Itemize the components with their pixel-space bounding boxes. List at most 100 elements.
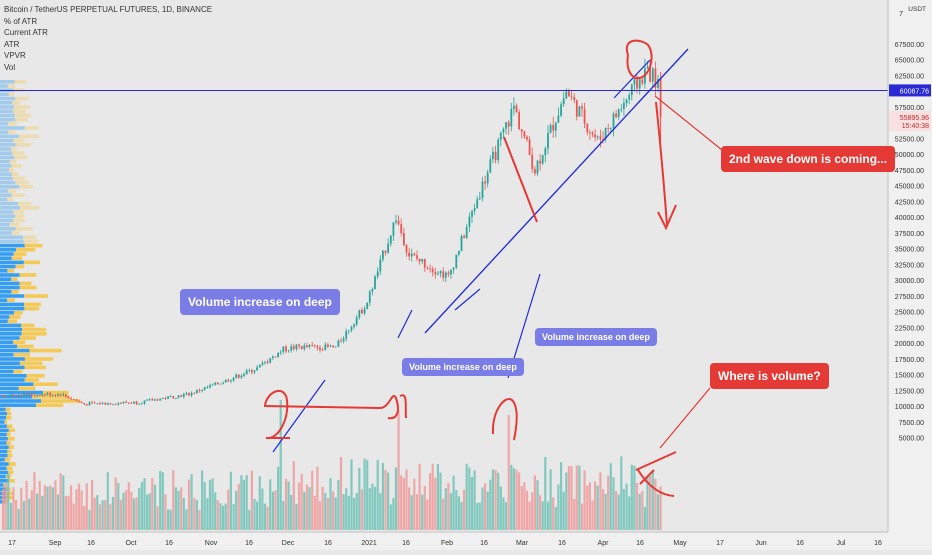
volume-profile-bar — [15, 117, 28, 122]
volume-profile-bar — [0, 399, 42, 403]
volume-profile-bar — [0, 243, 25, 248]
candle-body — [379, 259, 382, 272]
volume-bar — [465, 463, 468, 530]
candle-body — [458, 250, 460, 255]
price-tick-label: 17500.00 — [895, 357, 924, 364]
volume-profile-bar — [0, 256, 12, 260]
volume-bar — [649, 475, 652, 530]
candle-body — [20, 395, 23, 397]
volume-profile-bar — [7, 84, 16, 88]
time-tick-label: 16 — [558, 540, 566, 547]
candle-body — [196, 390, 198, 394]
volume-profile-bar — [7, 319, 18, 323]
volume-profile-bar — [0, 420, 5, 424]
volume-profile-bar — [10, 147, 17, 151]
volume-profile-bar — [13, 252, 27, 256]
volume-profile-bar — [18, 134, 39, 139]
volume-bar — [329, 478, 332, 530]
blue-arrow — [454, 288, 481, 311]
volume-bar — [560, 462, 563, 530]
candle-body — [85, 404, 88, 406]
legend-indicator-vol[interactable]: Vol — [4, 62, 16, 72]
candle-body — [374, 276, 376, 290]
volume-bar — [394, 467, 398, 530]
volume-profile-bar — [0, 113, 15, 118]
volume-bar — [277, 466, 280, 530]
volume-bar — [109, 504, 112, 530]
candle-body — [363, 309, 366, 314]
legend-indicator-vpvr[interactable]: VPVR — [4, 51, 26, 60]
candle-body — [589, 132, 591, 133]
candle-body — [287, 350, 290, 352]
candle-body — [219, 383, 222, 385]
candle-body — [245, 370, 248, 375]
candle-body — [258, 364, 261, 368]
volume-profile-bar — [0, 252, 14, 256]
candle-body — [497, 139, 500, 161]
candle-body — [513, 105, 515, 109]
volume-bar — [54, 480, 57, 530]
volume-profile-bar — [12, 101, 20, 105]
volume-bar — [659, 486, 662, 530]
volume-bar — [347, 495, 350, 530]
volume-bar — [633, 465, 636, 530]
volume-profile-bar — [11, 164, 22, 168]
last-price-tag — [889, 110, 931, 131]
legend-indicator-pct-atr[interactable]: % of ATR — [4, 16, 38, 26]
volume-bar — [203, 481, 206, 530]
volume-bar — [261, 488, 264, 530]
time-tick-label: 16 — [245, 540, 253, 547]
volume-profile-bar — [9, 159, 17, 164]
volume-profile-bar — [0, 197, 8, 202]
candle-body — [172, 396, 175, 399]
volume-bar — [169, 509, 172, 530]
volume-bar — [248, 509, 251, 530]
volume-profile-bar — [0, 403, 37, 407]
volume-bar — [389, 504, 392, 530]
candle-body — [72, 399, 75, 400]
volume-profile-bar — [0, 407, 6, 412]
volume-bar — [4, 483, 7, 530]
candle-body — [133, 401, 135, 404]
volume-profile-bar — [0, 369, 14, 374]
volume-bar — [174, 487, 177, 530]
volume-bar — [30, 490, 33, 530]
volume-profile-bar — [0, 453, 8, 458]
candle-body — [465, 226, 468, 238]
volume-bar — [421, 494, 424, 530]
volume-bar — [392, 498, 395, 530]
volume-bar — [625, 483, 628, 530]
volume-bar — [83, 506, 86, 530]
candle-body — [596, 136, 599, 138]
time-tick-label: 16 — [636, 540, 644, 547]
volume-bar — [525, 490, 529, 530]
volume-profile-bar — [6, 424, 13, 428]
volume-profile-bar — [0, 105, 15, 109]
ascending-trendline — [424, 48, 689, 334]
candle-body — [44, 394, 46, 395]
candle-body — [324, 344, 327, 351]
candle-body — [106, 403, 109, 405]
candle-body — [444, 272, 447, 278]
volume-bar — [350, 459, 353, 530]
candle-body — [180, 395, 183, 397]
candle-body — [161, 397, 164, 399]
volume-profile-bar — [0, 239, 24, 244]
legend-indicator-current-atr[interactable]: Current ATR — [4, 28, 48, 37]
candle-body — [552, 125, 555, 131]
candle-body — [541, 155, 544, 164]
volume-profile-bar — [0, 315, 10, 319]
volume-profile-bar — [0, 180, 16, 185]
hand-drawn-marks — [263, 39, 711, 497]
blue-arrow — [613, 59, 651, 99]
volume-bar — [240, 475, 243, 530]
candle-body — [313, 345, 316, 347]
price-tick-label: 5000.00 — [899, 436, 924, 443]
candle-body — [54, 394, 57, 396]
legend-indicator-atr[interactable]: ATR — [4, 39, 20, 49]
volume-bar — [300, 473, 303, 530]
volume-bar — [22, 501, 26, 530]
candle-body — [51, 394, 54, 396]
